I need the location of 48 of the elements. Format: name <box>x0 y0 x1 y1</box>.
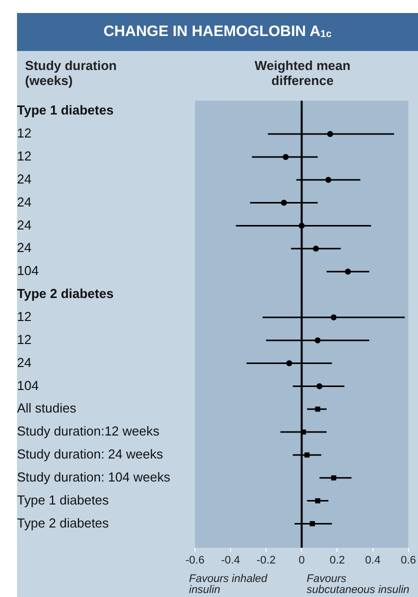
y-tick-label: 24 <box>17 354 32 370</box>
x-tick-label: -0.2 <box>256 554 276 566</box>
point <box>330 314 337 320</box>
y-tick-label: 12 <box>17 332 32 347</box>
y-tick-label: Study duration:12 weeks <box>17 424 160 439</box>
point <box>300 429 306 435</box>
point <box>325 176 332 183</box>
point <box>282 154 289 160</box>
x-tick-label: -0.4 <box>221 554 240 566</box>
point <box>344 268 351 275</box>
point <box>310 521 315 526</box>
y-tick-label: 104 <box>17 378 39 393</box>
y-tick-label: 104 <box>17 263 39 278</box>
y-axis-title: Study duration (weeks) <box>25 58 118 88</box>
y-tick-label: 12 <box>17 309 32 324</box>
y-tick-label: Study duration: 104 weeks <box>17 469 171 484</box>
point <box>280 200 287 206</box>
point <box>312 246 319 252</box>
y-tick-label: Type 1 diabetes <box>17 492 110 508</box>
y-tick-label: Type 2 diabetes <box>17 286 114 302</box>
x-tick-label: 0.2 <box>330 554 345 566</box>
y-tick-label: Study duration: 24 weeks <box>17 446 164 462</box>
x-tick-label: 0 <box>298 554 305 566</box>
x-axis-title: Weighted mean difference <box>254 58 352 88</box>
point <box>286 360 292 366</box>
point <box>304 452 310 458</box>
y-tick-label: Type 2 diabetes <box>17 515 110 530</box>
text: Favours inhaled insulin <box>189 573 268 596</box>
y-tick-label: 24 <box>17 240 32 256</box>
point <box>298 222 305 229</box>
point <box>314 337 321 344</box>
point <box>327 131 334 138</box>
text: Favours subcutaneous insulin <box>306 573 410 596</box>
point <box>331 475 336 480</box>
x-tick-label: 0.4 <box>365 554 380 566</box>
y-tick-label: 12 <box>17 148 32 164</box>
y-tick-label: All studies <box>17 400 77 416</box>
x-tick-label: 0.6 <box>400 554 416 566</box>
y-tick-label: 24 <box>17 194 32 210</box>
x-tick-label: -0.6 <box>186 554 204 566</box>
point <box>315 498 320 504</box>
y-tick-label: 24 <box>17 217 32 232</box>
chart-title: CHANGE IN HAEMOGLOBIN A$_{1c}$ <box>17 13 418 51</box>
y-tick-label: Type 1 diabetes <box>17 102 114 118</box>
point <box>315 406 320 412</box>
y-tick-label: 12 <box>17 126 32 141</box>
point <box>316 383 322 390</box>
y-tick-label: 24 <box>17 171 32 186</box>
